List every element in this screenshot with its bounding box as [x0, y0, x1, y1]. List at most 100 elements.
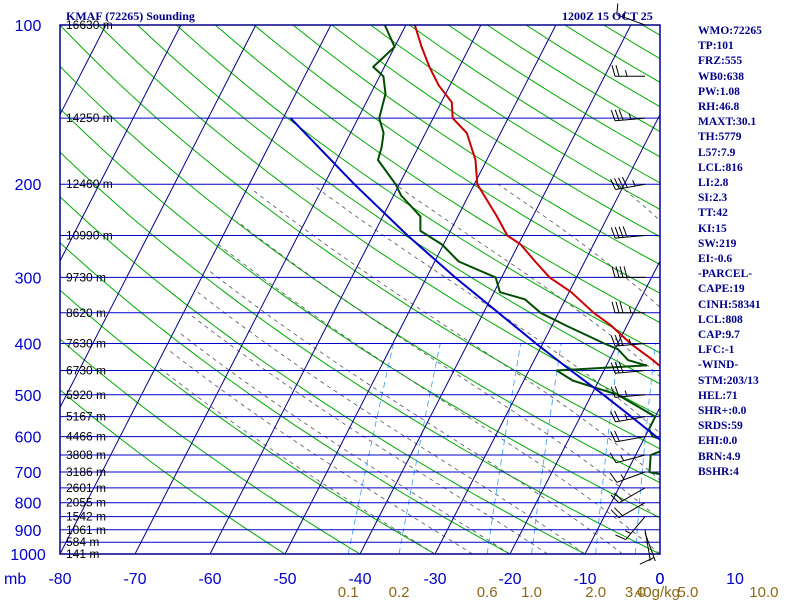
- temperature-point: [476, 183, 479, 185]
- moist-adiabat: [252, 189, 660, 481]
- dewpoint-point: [380, 146, 383, 148]
- pressure-label: 600: [15, 430, 42, 447]
- wind-barb-feather: [618, 177, 624, 189]
- temperature-point: [428, 66, 431, 68]
- temperature-point: [420, 46, 423, 48]
- dewpoint-point: [372, 66, 375, 68]
- parcel-point: [630, 415, 633, 418]
- wind-barb-shaft: [615, 117, 646, 122]
- height-label: 12460 m: [66, 177, 113, 191]
- wind-barb: [610, 430, 646, 443]
- plot-frame: [59, 24, 661, 555]
- temperature-label: -10: [573, 571, 596, 588]
- wind-barb-feather: [614, 361, 620, 373]
- mixing-ratio-label: 5.0: [677, 584, 698, 600]
- dewpoint-point: [524, 298, 526, 301]
- dewpoint-point: [627, 359, 629, 361]
- temperature-point: [534, 260, 536, 263]
- index-item: EI:-0.6: [698, 253, 733, 266]
- temperature-point: [684, 380, 686, 382]
- height-label: 584 m: [66, 535, 99, 549]
- parcel-point: [454, 276, 456, 279]
- temperature-point: [652, 359, 654, 361]
- dewpoint-point: [384, 93, 387, 95]
- wind-barb-shaft: [615, 342, 646, 347]
- wind-barb-shaft: [625, 516, 646, 540]
- pressure-label: 400: [15, 336, 42, 353]
- wind-barb: [611, 301, 646, 314]
- sounding-time: 1200Z 15 OCT 25: [562, 9, 653, 23]
- wind-barb-feather: [614, 109, 620, 121]
- moist-adiabat: [207, 269, 623, 554]
- dewpoint-point: [571, 379, 574, 382]
- wind-barb-shaft: [615, 454, 646, 464]
- dewpoint-point: [645, 364, 648, 367]
- parcel-point: [602, 394, 605, 396]
- index-item: LCL:808: [698, 313, 743, 326]
- temperature-point: [437, 84, 440, 87]
- temperature-label: -20: [498, 571, 521, 588]
- temperature-point: [665, 370, 667, 372]
- dewpoint-point: [765, 508, 767, 510]
- dewpoint-point: [378, 117, 381, 119]
- dewpoint-point: [539, 312, 542, 314]
- index-item: WMO:72265: [698, 25, 762, 37]
- mixing-ratio-line: [398, 343, 441, 554]
- height-label: 10990 m: [66, 229, 113, 243]
- wind-barb-feather: [610, 227, 616, 239]
- dry-adiabat: [60, 338, 361, 554]
- isotherm: [434, 113, 660, 554]
- wind-barb: [611, 65, 646, 77]
- wind-barb-feather: [611, 65, 616, 77]
- mixing-ratio-label: 10.0: [749, 584, 778, 600]
- wind-barb-feather: [618, 361, 624, 373]
- wind-barb-feather: [615, 266, 620, 278]
- wind-barb-shaft: [644, 529, 651, 560]
- wind-barb-shaft: [618, 487, 646, 504]
- isotherm: [60, 25, 257, 409]
- temperature-point: [792, 529, 794, 531]
- pressure-label: 800: [15, 496, 42, 513]
- temperature-label: 10: [726, 571, 744, 588]
- temperature-label: -60: [198, 571, 221, 588]
- temperature-point: [496, 215, 498, 218]
- wind-barb-shaft: [616, 14, 646, 26]
- mixing-ratio-line: [486, 343, 522, 554]
- dewpoint-point: [654, 415, 657, 418]
- temperature-label: -50: [273, 571, 296, 588]
- parcel-point: [497, 312, 500, 314]
- parcel-point: [289, 117, 292, 119]
- index-item: PW:1.08: [698, 85, 740, 98]
- parcel-point: [353, 183, 356, 185]
- wind-barb-half-feather: [625, 70, 628, 77]
- moist-adiabat: [177, 331, 511, 554]
- index-item: TP:101: [698, 40, 734, 53]
- isotherm: [359, 25, 632, 554]
- index-item: FRZ:555: [698, 55, 743, 68]
- wind-barb-feather: [616, 3, 619, 15]
- isotherm: [60, 25, 182, 263]
- index-item: LI:2.8: [698, 177, 729, 190]
- height-label: 3808 m: [66, 448, 106, 462]
- wind-barb-feather: [639, 558, 651, 565]
- index-item: TH:5779: [698, 131, 742, 144]
- moist-adiabat: [394, 183, 660, 378]
- moist-adiabat: [311, 183, 660, 434]
- dewpoint-point: [651, 435, 654, 438]
- parcel-point: [655, 435, 658, 438]
- index-item: CAPE:19: [698, 283, 745, 296]
- wind-barb-feather: [618, 334, 624, 346]
- parcel-point: [406, 234, 409, 237]
- wind-barb-feather: [614, 507, 623, 517]
- wind-barb-half-feather: [624, 390, 628, 397]
- wind-barb: [611, 266, 646, 278]
- parcel-point: [717, 487, 719, 489]
- wind-barb: [610, 410, 646, 423]
- wind-barb: [610, 176, 646, 190]
- index-item: BSHR:4: [698, 465, 739, 478]
- dewpoint-point: [419, 215, 422, 218]
- dewpoint-point: [393, 46, 396, 48]
- index-item: WB0:638: [698, 70, 744, 83]
- mixing-ratio-label: 3.0: [625, 584, 646, 600]
